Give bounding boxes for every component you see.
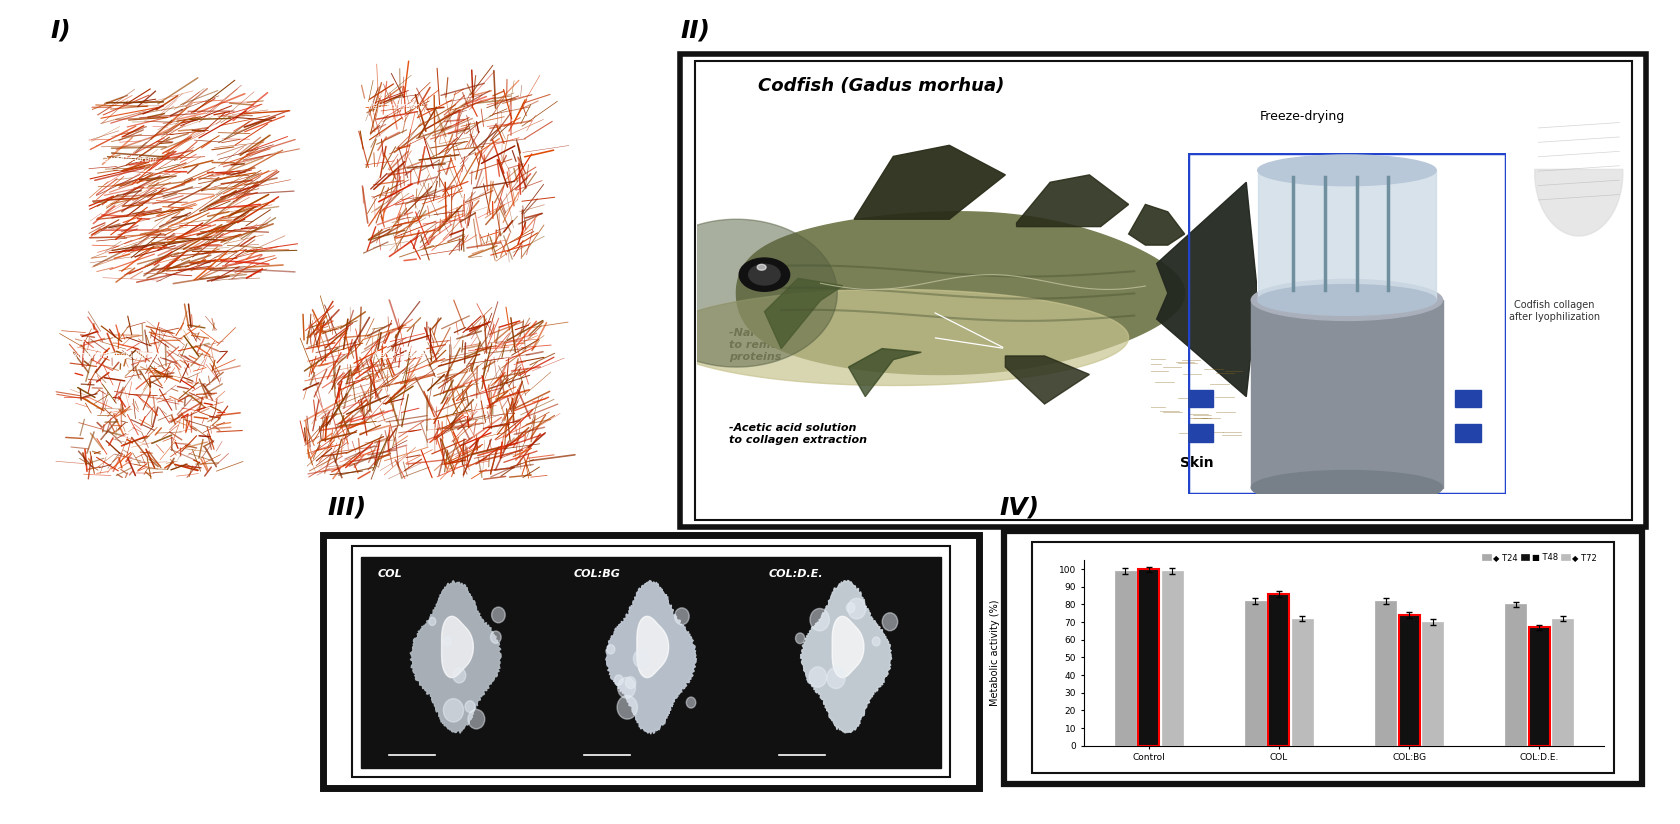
Text: Freeze-drying: Freeze-drying xyxy=(1260,110,1346,124)
Polygon shape xyxy=(736,212,1184,374)
Text: Geodia barretti: Geodia barretti xyxy=(375,351,432,360)
Circle shape xyxy=(739,258,790,292)
Text: COL: COL xyxy=(378,569,403,579)
Polygon shape xyxy=(801,580,892,733)
Circle shape xyxy=(469,709,486,729)
Text: Geodia atlantica: Geodia atlantica xyxy=(262,284,324,293)
Circle shape xyxy=(633,650,648,667)
Polygon shape xyxy=(659,289,1129,386)
Bar xyxy=(1421,622,1443,746)
Circle shape xyxy=(606,644,615,654)
Bar xyxy=(1398,615,1420,746)
Y-axis label: Metabolic activity (%): Metabolic activity (%) xyxy=(990,600,1000,706)
Ellipse shape xyxy=(1258,155,1436,185)
Polygon shape xyxy=(1016,175,1129,227)
Circle shape xyxy=(615,675,623,685)
Circle shape xyxy=(872,637,880,646)
Polygon shape xyxy=(442,616,474,677)
Text: II): II) xyxy=(680,18,711,42)
Circle shape xyxy=(618,677,635,698)
Bar xyxy=(1552,619,1572,746)
Polygon shape xyxy=(1005,356,1089,404)
Circle shape xyxy=(491,631,501,644)
Bar xyxy=(1116,571,1136,746)
Bar xyxy=(1268,594,1290,746)
Circle shape xyxy=(810,608,830,631)
Polygon shape xyxy=(848,349,921,396)
Text: COL:BG: COL:BG xyxy=(573,569,620,579)
Polygon shape xyxy=(606,581,696,734)
Text: Codfish collagen
after lyophilization: Codfish collagen after lyophilization xyxy=(1509,300,1599,321)
Circle shape xyxy=(749,265,780,285)
Circle shape xyxy=(827,667,845,689)
Bar xyxy=(1376,601,1396,746)
Text: -NaHO solutions
to remove non-collagens
proteins: -NaHO solutions to remove non-collagens … xyxy=(729,329,884,362)
Ellipse shape xyxy=(1258,284,1436,316)
Circle shape xyxy=(617,695,637,719)
Text: Codfish (Gadus morhua): Codfish (Gadus morhua) xyxy=(758,77,1005,96)
Ellipse shape xyxy=(1252,279,1443,321)
Polygon shape xyxy=(832,616,864,677)
Text: Axinella infundibuliformis: Axinella infundibuliformis xyxy=(67,351,165,360)
Bar xyxy=(1292,619,1312,746)
Circle shape xyxy=(492,607,506,623)
Polygon shape xyxy=(1129,204,1184,245)
Polygon shape xyxy=(1455,391,1480,407)
Circle shape xyxy=(847,602,855,613)
Text: -Acetic acid solution
to collagen extraction: -Acetic acid solution to collagen extrac… xyxy=(729,424,867,445)
Circle shape xyxy=(428,617,435,625)
Bar xyxy=(1505,605,1527,746)
Circle shape xyxy=(444,636,452,646)
Circle shape xyxy=(454,668,465,683)
Legend: ◆ T24, ■ T48, ◆ T72: ◆ T24, ■ T48, ◆ T72 xyxy=(1478,550,1601,565)
Text: Skin: Skin xyxy=(1179,456,1215,471)
Circle shape xyxy=(465,700,475,713)
Bar xyxy=(361,557,941,768)
Bar xyxy=(1529,627,1551,746)
Bar xyxy=(1245,601,1267,746)
Text: I): I) xyxy=(50,18,71,42)
Polygon shape xyxy=(1536,110,1623,236)
Polygon shape xyxy=(637,616,669,677)
Circle shape xyxy=(882,613,897,630)
Circle shape xyxy=(675,608,689,625)
Polygon shape xyxy=(1455,424,1480,442)
Circle shape xyxy=(810,667,827,687)
Polygon shape xyxy=(410,581,501,733)
Circle shape xyxy=(848,598,865,619)
Text: III): III) xyxy=(328,496,366,520)
Polygon shape xyxy=(1536,170,1623,236)
Bar xyxy=(1161,571,1183,746)
Circle shape xyxy=(758,265,766,270)
Text: Phakellia ventilabrum: Phakellia ventilabrum xyxy=(74,155,156,164)
Circle shape xyxy=(687,697,696,708)
Text: Stelletta normani: Stelletta normani xyxy=(356,102,422,111)
Circle shape xyxy=(796,633,805,644)
Bar xyxy=(1252,300,1443,488)
Polygon shape xyxy=(1188,391,1213,407)
Polygon shape xyxy=(764,279,843,349)
Polygon shape xyxy=(1188,424,1213,442)
Polygon shape xyxy=(1156,182,1257,396)
Circle shape xyxy=(444,699,464,722)
Polygon shape xyxy=(853,145,1005,219)
Bar xyxy=(1137,569,1159,746)
Polygon shape xyxy=(635,219,837,367)
Bar xyxy=(1258,171,1436,300)
Circle shape xyxy=(625,677,635,689)
Text: IV): IV) xyxy=(1000,496,1040,520)
Text: COL:D.E.: COL:D.E. xyxy=(769,569,823,579)
Ellipse shape xyxy=(1252,471,1443,504)
